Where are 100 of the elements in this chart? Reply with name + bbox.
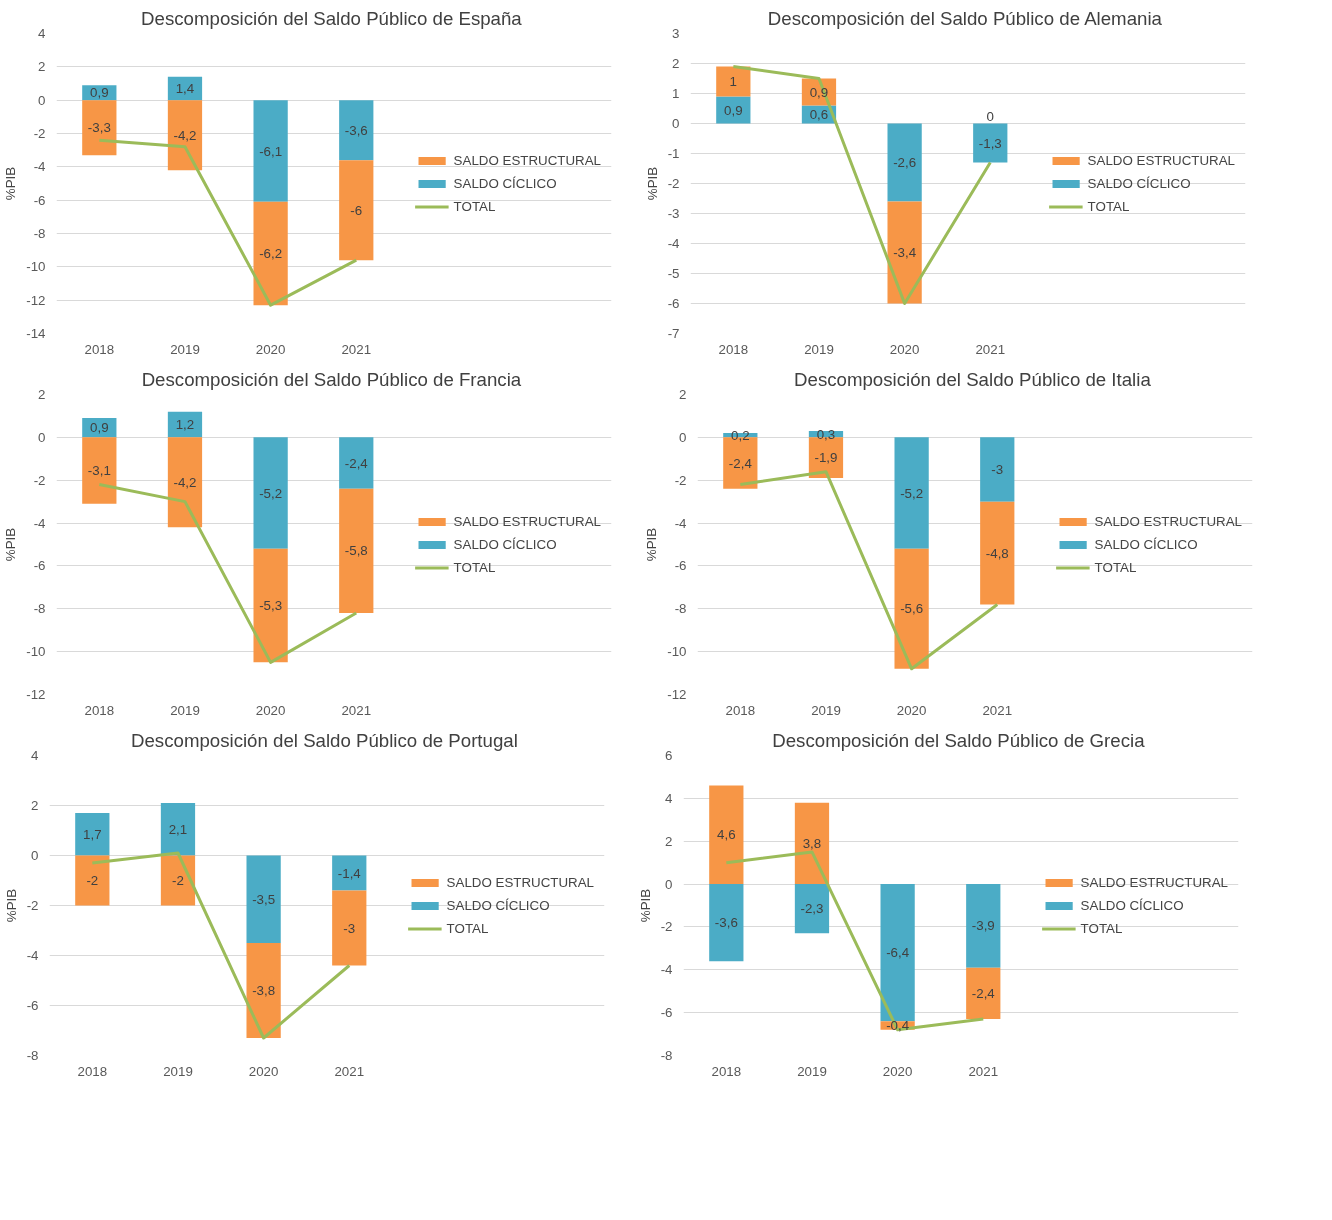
x-tick-label: 2021 [982, 702, 1013, 718]
data-label: -2 [172, 873, 184, 888]
bar [894, 548, 929, 669]
bar [246, 855, 281, 943]
data-label: 1 [729, 74, 738, 89]
bar [880, 884, 915, 1022]
bar [339, 160, 374, 261]
y-tick-label: 4 [31, 748, 40, 763]
x-tick-label: 2018 [84, 341, 115, 357]
y-tick-label: -10 [26, 259, 46, 275]
legend-label: SALDO ESTRUCTURAL [446, 874, 594, 890]
bar [82, 100, 117, 156]
y-tick-label: -6 [26, 998, 39, 1013]
bar [160, 855, 196, 906]
chart-title: Descomposición del Saldo Público de Italia [794, 368, 1152, 390]
x-tick-label: 2018 [77, 1063, 108, 1079]
data-label: -5,2 [900, 485, 924, 501]
y-tick-label: -6 [33, 192, 46, 208]
y-tick-label: 0 [672, 116, 680, 131]
bar [75, 855, 110, 906]
y-tick-label: 3 [672, 26, 680, 41]
x-tick-label: 2021 [341, 702, 372, 718]
data-label: 1,7 [83, 826, 102, 842]
data-label: 1,4 [175, 81, 195, 96]
y-tick-label: 0 [38, 429, 46, 445]
legend-label: SALDO CÍCLICO [453, 536, 557, 552]
bar [887, 201, 922, 304]
x-tick-label: 2021 [334, 1063, 365, 1079]
x-tick-label: 2021 [341, 341, 372, 357]
y-tick-label: -8 [674, 601, 687, 617]
data-label: -5,2 [259, 485, 283, 501]
x-tick-label: 2020 [248, 1063, 279, 1079]
x-tick-label: 2019 [797, 1063, 827, 1079]
bar [980, 437, 1015, 502]
x-tick-label: 2018 [711, 1063, 742, 1079]
data-label: -2,3 [800, 901, 824, 917]
data-label: 2,1 [168, 821, 188, 837]
y-tick-label: 4 [665, 790, 674, 806]
legend-label: SALDO CÍCLICO [1080, 897, 1184, 913]
y-tick-label: -2 [667, 176, 680, 191]
y-tick-label: -6 [660, 1005, 673, 1021]
data-label: 0,9 [724, 102, 743, 118]
y-tick-label: -2 [33, 126, 46, 141]
chart-title: Descomposición del Saldo Público de Portugal [131, 729, 518, 751]
bar [966, 967, 1001, 1020]
y-tick-label: -4 [660, 962, 674, 978]
bar [246, 943, 281, 1038]
y-tick-label: -2 [26, 898, 39, 913]
x-tick-label: 2021 [975, 341, 1006, 357]
y-tick-label: 4 [38, 26, 47, 41]
y-tick-label: -8 [660, 1048, 673, 1063]
bar [709, 884, 744, 962]
bar [339, 100, 374, 161]
bar [167, 437, 203, 528]
data-label: -6,1 [259, 143, 283, 159]
bar [894, 437, 929, 549]
y-tick-label: -5 [667, 266, 680, 281]
y-tick-label: -12 [26, 292, 46, 308]
bar [167, 100, 203, 171]
x-tick-label: 2019 [804, 341, 834, 357]
data-label: -2 [86, 873, 99, 888]
x-tick-label: 2020 [889, 341, 920, 357]
legend-label: SALDO CÍCLICO [453, 175, 557, 191]
bar [332, 855, 367, 891]
x-tick-label: 2020 [255, 341, 286, 357]
legend-label: TOTAL [1087, 198, 1130, 214]
chart-title: Descomposición del Saldo Público de Grecia [772, 729, 1146, 751]
y-tick-label: -6 [667, 296, 680, 311]
y-tick-label: -4 [33, 515, 47, 531]
bar [339, 488, 374, 614]
y-tick-label: -12 [26, 687, 46, 702]
data-label: -2,6 [893, 155, 917, 170]
bar [253, 548, 288, 663]
legend-label: TOTAL [453, 198, 496, 214]
y-tick-label: -4 [674, 515, 688, 531]
legend-label: TOTAL [453, 559, 496, 575]
y-tick-label: 0 [38, 92, 46, 108]
y-tick-label: -2 [33, 472, 46, 488]
data-label: -4,2 [173, 474, 197, 490]
y-axis-title: %PIB [644, 166, 660, 201]
x-tick-label: 2020 [882, 1063, 913, 1079]
data-label: -1,9 [814, 450, 838, 466]
data-label: 4,6 [717, 827, 736, 843]
legend-label: TOTAL [1094, 559, 1137, 575]
y-axis-title: %PIB [3, 166, 19, 201]
bar [887, 123, 922, 202]
bar [709, 785, 744, 885]
y-axis-title: %PIB [637, 888, 653, 923]
legend-label: TOTAL [446, 920, 489, 936]
data-label: -2,4 [971, 985, 996, 1001]
x-tick-label: 2021 [968, 1063, 999, 1079]
y-tick-label: -12 [667, 687, 687, 702]
y-tick-label: -4 [667, 236, 681, 251]
y-tick-label: -8 [33, 601, 46, 617]
bar [973, 123, 1008, 163]
bar [794, 884, 830, 934]
legend-label: SALDO ESTRUCTURAL [453, 152, 601, 168]
bar [75, 813, 110, 856]
bar [160, 803, 196, 856]
y-tick-label: -2 [674, 472, 687, 488]
